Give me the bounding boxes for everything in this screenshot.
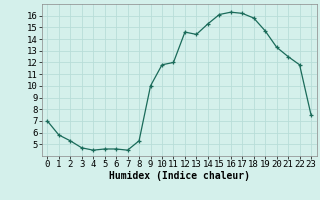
X-axis label: Humidex (Indice chaleur): Humidex (Indice chaleur) bbox=[109, 171, 250, 181]
